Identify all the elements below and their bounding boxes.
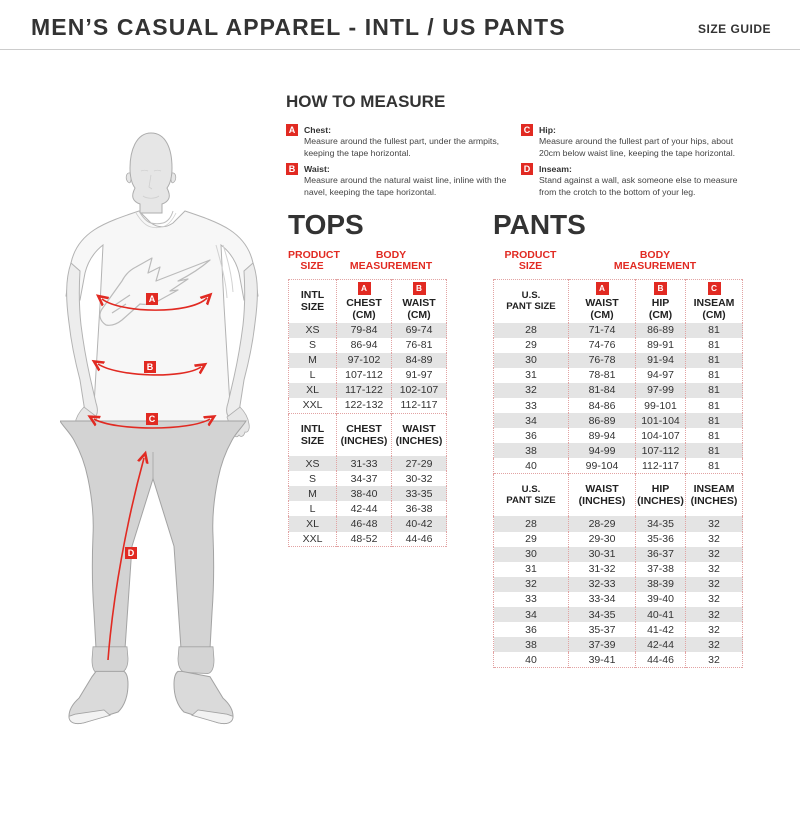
svg-text:B: B — [147, 362, 154, 372]
svg-text:A: A — [149, 294, 156, 304]
svg-text:C: C — [149, 414, 156, 424]
svg-text:D: D — [128, 548, 135, 558]
